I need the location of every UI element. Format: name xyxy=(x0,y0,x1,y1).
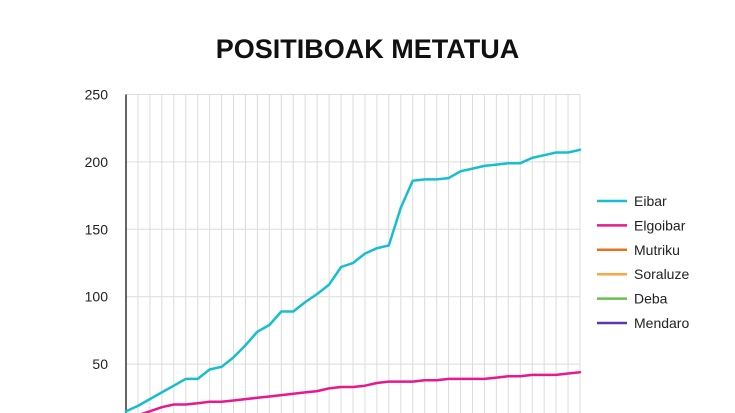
grid xyxy=(126,94,581,413)
legend-label-mutriku: Mutriku xyxy=(634,242,680,258)
legend-label-deba: Deba xyxy=(634,291,668,307)
axes: 50 100 150 200 250 xyxy=(85,87,127,413)
y-tick-label: 50 xyxy=(92,356,108,372)
y-tick-label: 100 xyxy=(85,289,109,305)
chart-title: POSITIBOAK METATUA xyxy=(215,34,520,64)
series-line-elgoibar xyxy=(140,370,582,413)
series-line-eibar xyxy=(124,148,582,413)
series-lines xyxy=(124,148,582,413)
legend-label-soraluze: Soraluze xyxy=(634,266,689,282)
legend-label-mendaro: Mendaro xyxy=(634,315,689,331)
legend: Eibar Elgoibar Mutriku Soraluze Deba Mendaro xyxy=(597,193,689,331)
y-tick-label: 200 xyxy=(85,154,109,170)
y-tick-label: 250 xyxy=(85,87,109,103)
legend-label-eibar: Eibar xyxy=(634,193,667,209)
y-tick-label: 150 xyxy=(85,221,109,237)
legend-label-elgoibar: Elgoibar xyxy=(634,217,686,233)
